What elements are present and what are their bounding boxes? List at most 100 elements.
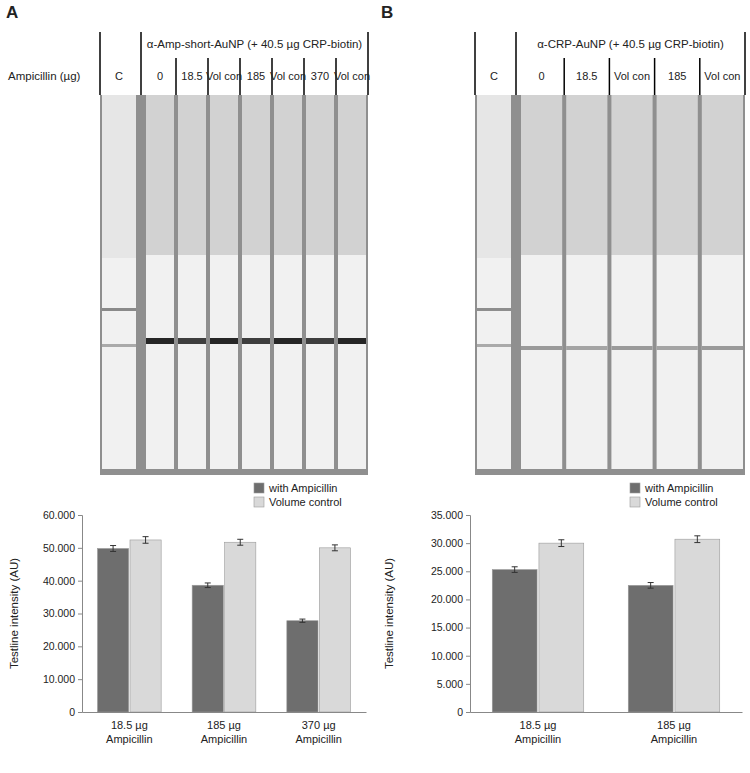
strip-membrane: [521, 255, 562, 469]
y-tick-label: 20.000: [43, 640, 75, 652]
legend-label: Volume control: [269, 496, 342, 508]
error-bar-stem: [207, 583, 208, 588]
test-line: [611, 346, 652, 350]
y-tick-label: 60.000: [43, 509, 75, 521]
bar: [97, 548, 128, 712]
panel-label: A: [6, 3, 18, 22]
legend: with Ampicillin Volume control: [254, 482, 342, 508]
error-bar-stem: [697, 536, 698, 543]
y-tick-label: 0: [457, 706, 463, 718]
test-line: [702, 346, 743, 350]
x-tick-label: 185 µgAmpicillin: [201, 719, 247, 744]
y-tick: 15.000: [431, 621, 470, 633]
error-bar: [205, 583, 211, 588]
y-tick-mark: [466, 656, 470, 657]
error-bar: [143, 537, 149, 544]
y-tick-label: 30.000: [43, 607, 75, 619]
x-axis: 18.5 µgAmpicillin185 µgAmpicillin: [471, 712, 743, 745]
error-bar-cap: [648, 588, 654, 589]
legend-swatch: [254, 497, 264, 507]
error-bar-stem: [145, 537, 146, 544]
control-line: [477, 308, 511, 311]
error-bar-cap: [332, 550, 338, 551]
figure: Aα-Amp-short-AuNP (+ 40.5 µg CRP-biotin)…: [0, 0, 750, 773]
y-tick: 50.000: [43, 542, 82, 554]
y-tick: 20.000: [431, 593, 470, 605]
y-tick-label: 35.000: [431, 509, 463, 521]
strip-membrane: [306, 255, 334, 469]
bar: [130, 540, 161, 712]
y-tick-label: 0: [69, 706, 75, 718]
y-tick: 20.000: [43, 640, 82, 652]
lane-label: 185: [247, 70, 265, 82]
error-bar-cap: [299, 619, 305, 620]
strip-pad: [338, 95, 366, 255]
error-bar: [110, 546, 116, 552]
plot-marks: [97, 537, 350, 712]
lane-label: Vol con: [704, 70, 740, 82]
error-bar-cap: [143, 536, 149, 537]
y-tick: 40.000: [43, 575, 82, 587]
error-bar-cap: [237, 545, 243, 546]
header-divider: [99, 32, 101, 95]
legend-label: Volume control: [645, 496, 718, 508]
strip-membrane: [102, 258, 136, 469]
error-bar-cap: [110, 551, 116, 552]
strip-header: α-Amp-short-AuNP (+ 40.5 µg CRP-biotin)C…: [8, 32, 370, 95]
error-bar-cap: [237, 539, 243, 540]
header-divider: [175, 58, 177, 95]
legend-swatch: [254, 483, 264, 493]
x-axis-line: [471, 712, 743, 713]
y-tick-mark: [466, 543, 470, 544]
legend-swatch: [630, 497, 640, 507]
legend-label: with Ampicillin: [268, 482, 337, 494]
y-tick: 60.000: [43, 509, 82, 521]
row-label: Ampicillin (µg): [8, 70, 81, 82]
test-line: [210, 338, 238, 344]
lane-label: 185: [668, 70, 686, 82]
lane-label: C: [490, 70, 498, 82]
test-line: [178, 338, 206, 344]
x-axis: 18.5 µgAmpicillin185 µgAmpicillin370 µgA…: [83, 712, 367, 745]
error-bar-cap: [558, 546, 564, 547]
y-tick: 0: [69, 706, 82, 718]
strip-pad: [477, 95, 511, 258]
legend: with AmpicillinVolume control: [630, 482, 718, 508]
plot-marks: [492, 536, 719, 712]
error-bar-cap: [694, 542, 700, 543]
lane-label: 18.5: [576, 70, 597, 82]
panel: Bα-CRP-AuNP (+ 40.5 µg CRP-biotin)C018.5…: [381, 3, 745, 745]
strip-pad: [102, 95, 136, 258]
y-tick-label: 10.000: [431, 650, 463, 662]
strip-pad: [274, 95, 302, 255]
error-bar-stem: [650, 583, 651, 589]
strip-membrane: [178, 255, 206, 469]
test-line: [242, 338, 270, 344]
photo-background: [100, 95, 368, 475]
error-bar: [694, 536, 700, 543]
error-bar-cap: [512, 572, 518, 573]
lane-label: 370: [311, 70, 329, 82]
y-tick-label: 30.000: [431, 537, 463, 549]
test-line: [338, 338, 366, 344]
test-line: [657, 346, 698, 350]
x-tick: 18.5 µgAmpicillin: [106, 712, 152, 745]
header-divider: [654, 58, 656, 95]
bar: [492, 570, 537, 712]
error-bar: [558, 540, 564, 547]
strip-membrane: [566, 255, 607, 469]
strip-membrane: [657, 255, 698, 469]
x-tick-label: 18.5 µgAmpicillin: [515, 719, 561, 744]
bar: [192, 585, 223, 712]
y-tick-mark: [466, 515, 470, 516]
strip-membrane: [477, 258, 511, 469]
error-bar-cap: [299, 622, 305, 623]
y-tick-label: 15.000: [431, 621, 463, 633]
error-bar: [332, 545, 338, 551]
strip-photo: [100, 95, 368, 475]
strip-pad: [657, 95, 698, 255]
header-divider: [140, 32, 142, 95]
test-line: [477, 344, 511, 347]
lane-label: 0: [539, 70, 545, 82]
y-tick-label: 10.000: [43, 673, 75, 685]
